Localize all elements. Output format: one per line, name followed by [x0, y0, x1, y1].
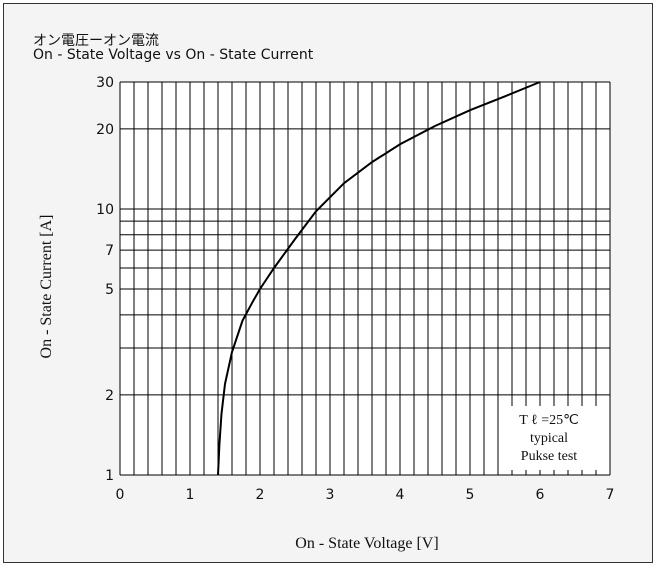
vertical-gridlines	[119, 82, 611, 475]
y-tick-label: 7	[105, 243, 114, 259]
x-tick-label: 5	[466, 487, 475, 503]
y-tick-label: 2	[105, 388, 114, 404]
annotation-box	[501, 406, 597, 470]
chart-title: オン電圧ーオン電流	[33, 33, 159, 49]
x-tick-label: 3	[326, 487, 335, 503]
x-tick-labels: 0 1 2 3 4 5 6 7	[116, 487, 615, 503]
x-tick-label: 0	[116, 487, 125, 503]
y-tick-label: 1	[105, 468, 114, 484]
annotation-line: typical	[530, 431, 568, 446]
y-tick-labels: 1 2 5 7 10 20 30	[96, 75, 114, 484]
x-tick-label: 2	[256, 487, 265, 503]
y-tick-label: 20	[96, 122, 114, 138]
x-tick-label: 4	[396, 487, 405, 503]
annotation-text: T ℓ =25℃ typical Pukse test	[519, 413, 579, 464]
x-axis-label: On - State Voltage [V]	[295, 535, 438, 552]
annotation-line: T ℓ =25℃	[519, 413, 579, 428]
chart-subtitle: On - State Voltage vs On - State Current	[33, 47, 314, 63]
x-tick-label: 7	[606, 487, 615, 503]
annotation-line: Pukse test	[521, 449, 578, 464]
y-axis-label: On - State Current [A]	[38, 215, 55, 359]
y-tick-label: 10	[96, 202, 114, 218]
x-tick-label: 1	[186, 487, 195, 503]
x-tick-label: 6	[536, 487, 545, 503]
y-tick-label: 5	[105, 282, 114, 298]
horizontal-gridlines	[120, 81, 610, 476]
y-tick-label: 30	[96, 75, 114, 91]
series-curve	[217, 81, 541, 476]
